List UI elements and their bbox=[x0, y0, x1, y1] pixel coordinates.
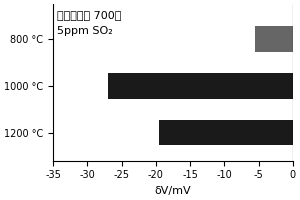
Text: 工作温度： 700度: 工作温度： 700度 bbox=[57, 10, 121, 20]
Bar bbox=[255, 26, 293, 52]
Bar bbox=[108, 73, 293, 99]
X-axis label: δV/mV: δV/mV bbox=[154, 186, 191, 196]
Bar bbox=[159, 120, 293, 145]
Text: 5ppm SO₂: 5ppm SO₂ bbox=[57, 26, 112, 36]
